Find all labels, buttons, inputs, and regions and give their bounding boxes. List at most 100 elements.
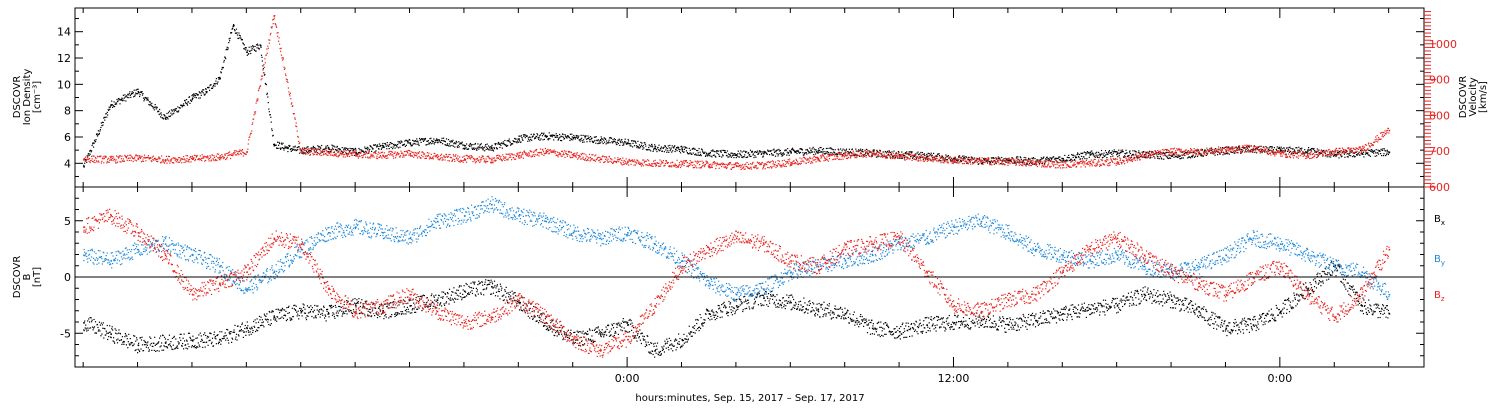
ion-density-marker: [1069, 159, 1071, 161]
ion-density-marker: [303, 147, 306, 149]
ion-density-marker: [125, 100, 127, 102]
ion-density-marker: [1082, 152, 1084, 154]
ion-density-marker: [607, 142, 609, 144]
velocity-marker: [699, 164, 701, 166]
velocity-marker: [986, 161, 988, 163]
velocity-marker: [110, 157, 112, 159]
velocity-marker: [215, 155, 217, 157]
ion-density-marker: [123, 100, 125, 102]
ion-density-marker: [978, 163, 980, 165]
velocity-marker: [998, 161, 1000, 163]
velocity-marker: [84, 160, 86, 162]
ion-density-marker: [455, 140, 457, 142]
ion-density-marker: [737, 153, 739, 155]
ion-density-marker: [1083, 151, 1085, 153]
velocity-marker: [425, 157, 427, 159]
ion-density-marker: [1278, 147, 1280, 149]
ion-density-marker: [1011, 157, 1013, 159]
velocity-marker: [851, 152, 853, 154]
velocity-point: [409, 153, 412, 155]
ion-density-marker: [521, 138, 523, 140]
ion-density-marker: [458, 141, 460, 143]
velocity-marker: [676, 159, 678, 161]
velocity-marker: [1048, 162, 1050, 164]
ion-density-marker: [1247, 145, 1249, 147]
ion-density-marker: [1180, 157, 1182, 160]
ion-density-marker: [476, 147, 478, 149]
velocity-marker: [115, 159, 117, 161]
velocity-marker: [120, 161, 122, 163]
ion-density-marker: [928, 153, 930, 155]
ion-density-marker: [396, 146, 398, 148]
velocity-marker: [604, 161, 606, 163]
ion-density-marker: [1339, 151, 1341, 153]
velocity-marker: [819, 155, 822, 157]
velocity-marker: [131, 156, 133, 158]
ion-density-marker: [226, 46, 228, 48]
ion-density-marker: [1084, 152, 1086, 154]
ion-density-marker: [763, 150, 765, 152]
ion-density-marker: [1076, 154, 1078, 156]
ion-density-marker: [372, 148, 374, 150]
ion-density-marker: [783, 153, 785, 155]
velocity-marker: [1094, 158, 1096, 160]
velocity-marker: [487, 161, 489, 163]
velocity-marker: [403, 151, 405, 153]
ion-density-marker: [772, 154, 774, 156]
ion-density-marker: [702, 151, 704, 153]
velocity-marker: [92, 160, 94, 162]
ion-density-marker: [484, 145, 486, 147]
ion-density-marker: [213, 82, 216, 85]
ion-density-marker: [1187, 150, 1189, 152]
velocity-marker: [310, 150, 312, 153]
ion-density-marker: [684, 146, 686, 148]
velocity-marker: [775, 166, 777, 169]
ion-density-marker: [1385, 150, 1387, 152]
velocity-marker: [743, 166, 745, 168]
ion-density-marker: [417, 141, 419, 143]
ion-density-marker: [1130, 156, 1132, 158]
ion-density-marker: [471, 148, 474, 150]
velocity-marker: [134, 156, 136, 158]
ion-density-marker: [824, 153, 826, 155]
ion-density-marker: [102, 124, 104, 126]
ion-density-marker: [647, 149, 649, 151]
velocity-marker: [1062, 161, 1064, 164]
velocity-marker: [273, 18, 275, 21]
ion-density-marker: [374, 144, 377, 146]
velocity-point: [1388, 129, 1391, 132]
velocity-marker: [236, 151, 238, 153]
velocity-marker: [313, 153, 315, 155]
velocity-marker: [1063, 167, 1065, 169]
ion-density-marker: [734, 153, 736, 155]
ion-density-marker: [432, 142, 434, 144]
velocity-marker: [482, 155, 484, 157]
ion-density-marker: [813, 148, 815, 150]
ion-density-marker: [1010, 159, 1012, 161]
ion-density-marker: [1015, 162, 1017, 164]
ion-density-marker: [171, 110, 173, 112]
ion-density-marker: [873, 149, 875, 151]
ion-density-marker: [181, 106, 183, 108]
velocity-marker: [262, 69, 264, 71]
ion-density-marker: [1041, 162, 1043, 164]
ion-density-marker: [390, 142, 392, 144]
ion-density-marker: [345, 147, 347, 149]
ion-density-marker: [1034, 158, 1036, 160]
velocity-marker: [880, 156, 882, 158]
ion-density-marker: [113, 101, 115, 103]
velocity-marker: [785, 161, 787, 163]
velocity-marker: [440, 154, 442, 156]
velocity-marker: [116, 155, 118, 157]
ion-density-marker: [516, 142, 518, 144]
velocity-marker: [760, 163, 762, 165]
ion-density-marker: [1367, 154, 1369, 156]
velocity-marker: [514, 158, 517, 160]
ion-density-marker: [117, 97, 120, 100]
velocity-marker: [1131, 160, 1133, 163]
velocity-marker: [105, 156, 107, 158]
velocity-marker: [548, 152, 550, 154]
velocity-marker: [555, 150, 557, 153]
velocity-marker: [864, 155, 866, 157]
velocity-marker: [473, 157, 475, 160]
